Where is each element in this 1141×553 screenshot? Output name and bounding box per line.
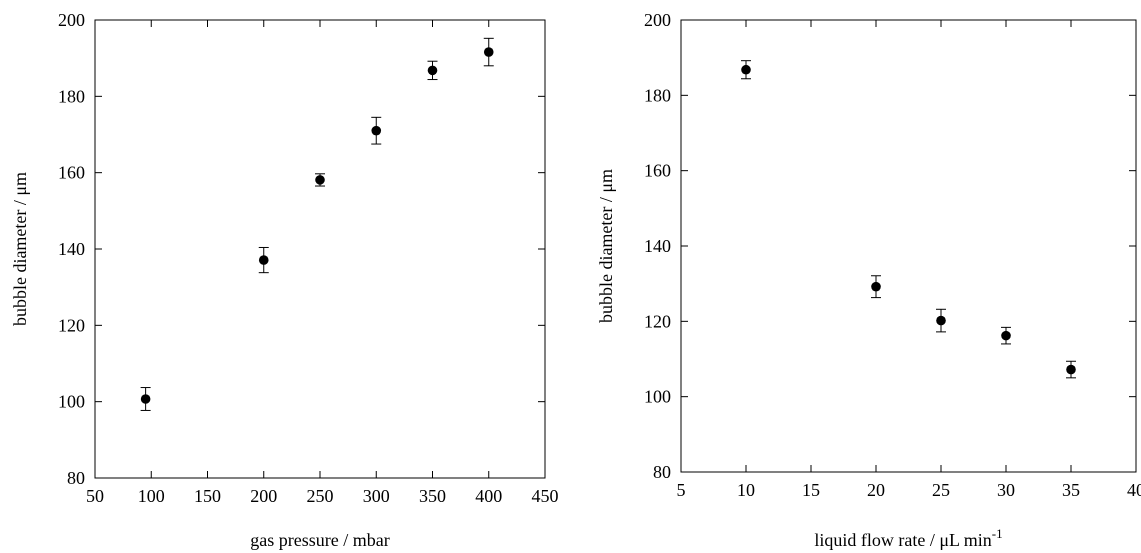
point-marker xyxy=(315,175,325,185)
point-marker xyxy=(871,281,881,292)
data-point xyxy=(427,60,438,81)
point-marker xyxy=(936,315,946,326)
x-tick-label: 300 xyxy=(363,486,390,506)
x-tick-label: 200 xyxy=(250,486,277,506)
y-tick-label: 120 xyxy=(58,315,85,335)
plot-frame xyxy=(94,19,546,479)
x-tick-label: 20 xyxy=(867,480,885,500)
x-tick-label: 10 xyxy=(737,480,755,500)
x-tick-label: 40 xyxy=(1127,480,1141,500)
x-tick-label: 5 xyxy=(677,480,686,500)
chart-gas-pressure: 50 100 150 200 250 300 350 400 450 80 100 120 140 160… xyxy=(10,10,559,550)
x-axis-label: gas pressure / mbar xyxy=(250,530,389,550)
data-point xyxy=(936,308,946,333)
y-tick-label: 180 xyxy=(58,86,85,106)
y-tick-label: 100 xyxy=(644,387,671,407)
y-tick-label: 80 xyxy=(653,462,671,482)
point-marker xyxy=(483,47,494,57)
y-tick-label: 140 xyxy=(58,239,85,259)
x-tick-label: 250 xyxy=(307,486,334,506)
x-tick-label: 450 xyxy=(532,486,559,506)
data-point xyxy=(258,246,269,274)
x-axis-label-superscript: -1 xyxy=(992,526,1003,541)
y-tick-label: 80 xyxy=(67,468,85,488)
x-tick-label: 50 xyxy=(86,486,104,506)
x-tick-label: 25 xyxy=(932,480,950,500)
x-tick-label: 35 xyxy=(1062,480,1080,500)
y-tick-label: 140 xyxy=(644,236,671,256)
x-tick-label: 100 xyxy=(138,486,165,506)
x-tick-label: 30 xyxy=(997,480,1015,500)
y-tick-label: 200 xyxy=(58,10,85,30)
y-tick-label: 200 xyxy=(644,10,671,30)
data-point xyxy=(1066,360,1076,379)
data-point xyxy=(371,116,382,145)
point-marker xyxy=(1001,330,1011,341)
data-point xyxy=(1001,326,1011,345)
point-marker xyxy=(741,64,751,75)
x-axis-label-text: gas pressure / mbar xyxy=(250,530,389,550)
y-axis-label: bubble diameter / μm xyxy=(596,169,616,323)
y-tick-label: 160 xyxy=(644,161,671,181)
y-tick-label: 160 xyxy=(58,163,85,183)
point-marker xyxy=(258,255,269,265)
x-axis-label: liquid flow rate / μL min-1 xyxy=(814,526,1002,550)
x-tick-label: 15 xyxy=(802,480,820,500)
data-point xyxy=(140,387,151,411)
chart-liquid-flow-rate: 5 10 15 20 25 30 35 40 80 100 120 140 160 180 200 liqui… xyxy=(596,10,1141,550)
y-axis-label: bubble diameter / μm xyxy=(10,172,30,326)
data-point xyxy=(315,173,325,187)
data-point xyxy=(741,60,751,80)
point-marker xyxy=(371,125,382,136)
x-tick-label: 150 xyxy=(194,486,221,506)
y-tick-label: 100 xyxy=(58,392,85,412)
y-tick-label: 120 xyxy=(644,311,671,331)
y-tick-label: 180 xyxy=(644,85,671,105)
x-axis-label-text: liquid flow rate / μL min xyxy=(814,530,991,550)
point-marker xyxy=(427,65,438,76)
x-tick-label: 350 xyxy=(419,486,446,506)
point-marker xyxy=(140,394,151,404)
plot-frame xyxy=(680,19,1137,473)
x-tick-label: 400 xyxy=(475,486,502,506)
point-marker xyxy=(1066,364,1076,375)
data-point xyxy=(483,37,494,67)
data-point xyxy=(871,275,881,299)
